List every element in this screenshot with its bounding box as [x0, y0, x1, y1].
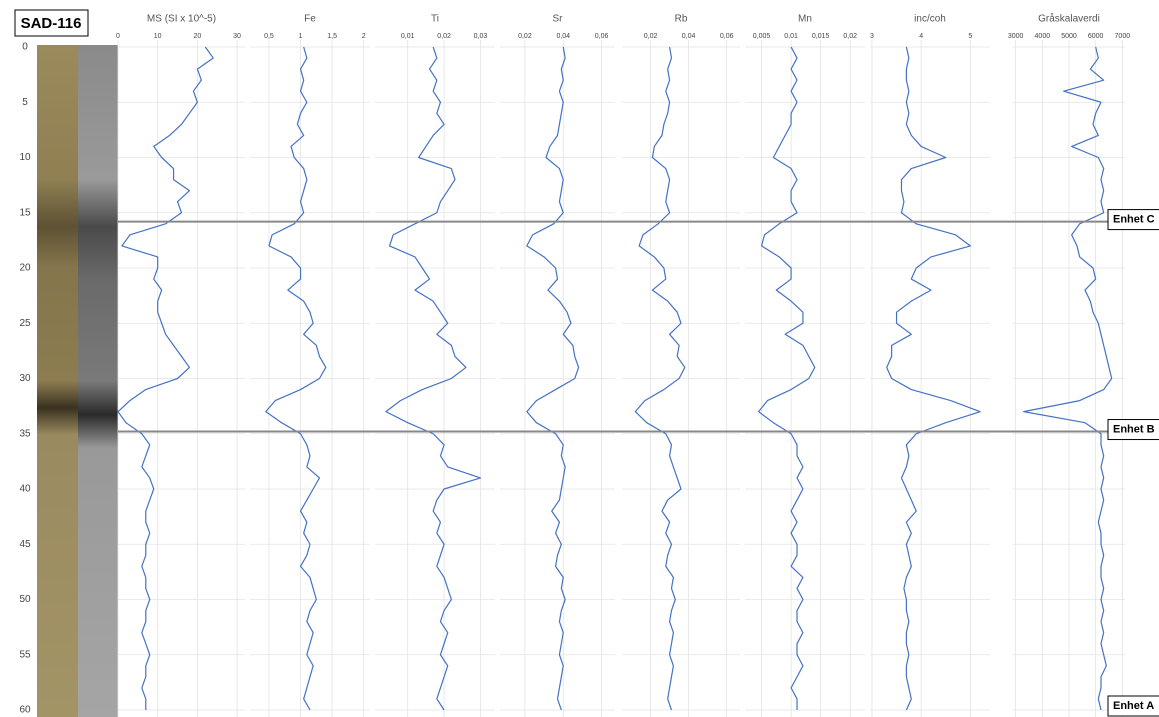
- panel-title: Gråskalaverdi: [1038, 13, 1100, 25]
- depth-tick-label: 15: [19, 207, 31, 218]
- x-tick-label: 4000: [1035, 33, 1051, 40]
- x-tick-label: 0,015: [812, 33, 830, 40]
- x-tick-label: 3000: [1008, 33, 1024, 40]
- x-tick-label: 0,01: [401, 33, 415, 40]
- depth-tick-label: 55: [19, 649, 31, 660]
- core-xray: [78, 45, 118, 717]
- x-tick-label: 0,06: [720, 33, 734, 40]
- unit-label: Enhet C: [1113, 213, 1155, 225]
- x-tick-label: 10: [154, 33, 162, 40]
- unit-label: Enhet B: [1113, 423, 1155, 435]
- x-tick-label: 6000: [1088, 33, 1104, 40]
- unit-label: Enhet A: [1113, 700, 1154, 712]
- depth-tick-label: 25: [19, 318, 31, 329]
- x-tick-label: 0,02: [843, 33, 857, 40]
- depth-tick-label: 10: [19, 152, 31, 163]
- core-log-figure: SAD-116 0510152025303540455055600102030M…: [0, 0, 1159, 717]
- x-tick-label: 0,04: [556, 33, 570, 40]
- depth-tick-label: 35: [19, 428, 31, 439]
- x-tick-label: 20: [193, 33, 201, 40]
- x-tick-label: 3: [870, 33, 874, 40]
- x-tick-label: 0,04: [682, 33, 696, 40]
- panel-title: Rb: [675, 14, 688, 25]
- x-tick-label: 0,02: [518, 33, 532, 40]
- panel-title: Ti: [431, 14, 439, 25]
- x-tick-label: 1: [299, 33, 303, 40]
- x-tick-label: 0,02: [437, 33, 451, 40]
- x-tick-label: 0: [116, 33, 120, 40]
- depth-tick-label: 30: [19, 373, 31, 384]
- depth-tick-label: 0: [22, 42, 28, 53]
- depth-tick-label: 20: [19, 263, 31, 274]
- panel-title: Mn: [798, 14, 812, 25]
- x-tick-label: 4: [919, 33, 923, 40]
- x-tick-label: 0,03: [474, 33, 488, 40]
- x-tick-label: 0,01: [784, 33, 798, 40]
- depth-tick-label: 45: [19, 539, 31, 550]
- x-tick-label: 0,5: [264, 33, 274, 40]
- x-tick-label: 5: [968, 33, 972, 40]
- x-tick-label: 0,02: [644, 33, 658, 40]
- x-tick-label: 5000: [1061, 33, 1077, 40]
- panel-title: Fe: [304, 14, 316, 25]
- depth-tick-label: 60: [19, 705, 31, 716]
- x-tick-label: 1,5: [327, 33, 337, 40]
- panel-title: inc/coh: [914, 14, 946, 25]
- core-label: SAD-116: [21, 15, 82, 32]
- x-tick-label: 0,06: [595, 33, 609, 40]
- depth-tick-label: 5: [22, 97, 28, 108]
- depth-tick-label: 50: [19, 594, 31, 605]
- core-photo: [37, 45, 78, 717]
- panel-title: MS (SI x 10^-5): [147, 14, 216, 25]
- depth-tick-label: 40: [19, 484, 31, 495]
- x-tick-label: 30: [233, 33, 241, 40]
- x-tick-label: 0,005: [753, 33, 771, 40]
- panel-title: Sr: [553, 14, 564, 25]
- x-tick-label: 2: [362, 33, 366, 40]
- x-tick-label: 7000: [1115, 33, 1131, 40]
